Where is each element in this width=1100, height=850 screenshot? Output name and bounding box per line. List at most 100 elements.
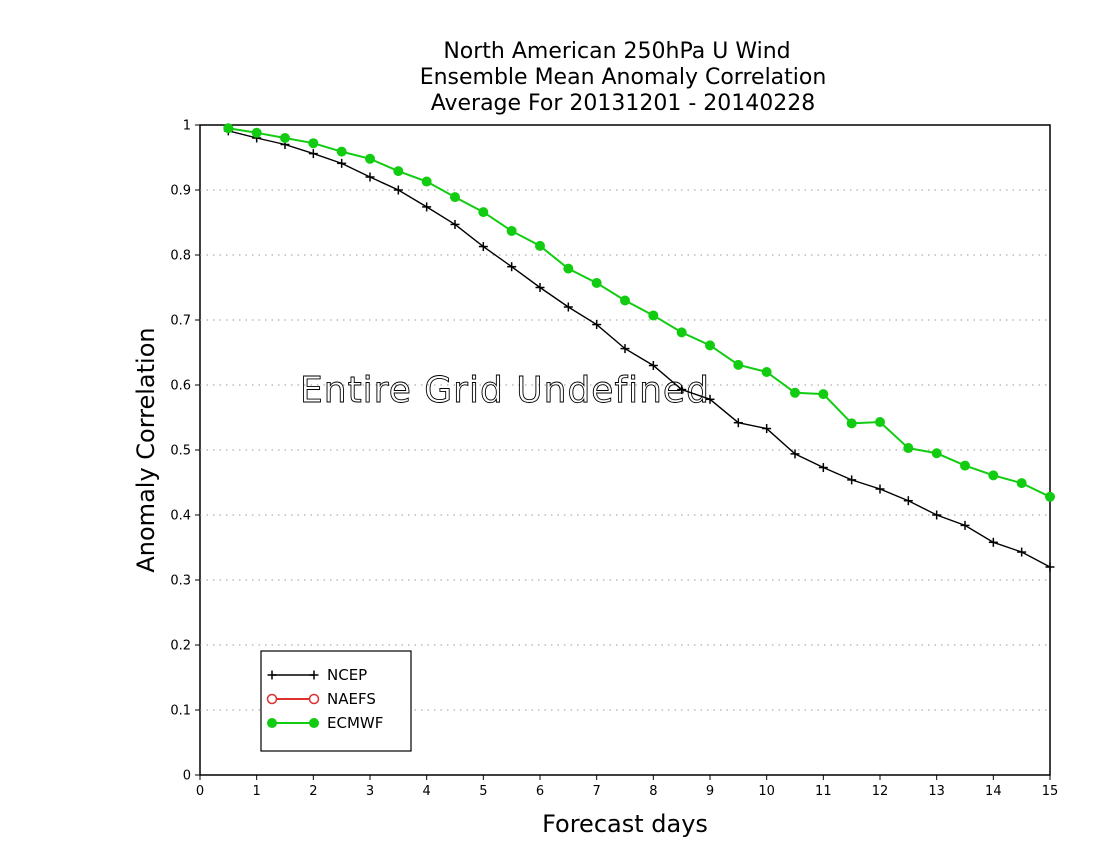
data-point-ncep	[620, 344, 630, 354]
data-point-ncep	[592, 320, 602, 330]
legend-entry-ecmwf: ECMWF	[267, 714, 383, 732]
data-point-ecmwf	[761, 367, 772, 377]
data-point-ecmwf	[620, 295, 630, 306]
data-point-ecmwf	[988, 470, 999, 481]
data-point-ecmwf	[280, 133, 290, 143]
chart-title-line-2: Ensemble Mean Anomaly Correlation	[420, 65, 827, 90]
data-point-ecmwf	[251, 127, 262, 138]
data-point-ecmwf	[563, 263, 574, 274]
data-point-ncep	[478, 242, 488, 252]
data-point-ecmwf	[733, 359, 744, 370]
data-point-ecmwf	[676, 327, 687, 338]
data-point-ncep	[847, 475, 857, 485]
legend-marker-ncep	[267, 670, 277, 680]
data-point-ecmwf	[960, 460, 970, 471]
y-tick-label: 0	[183, 769, 191, 784]
data-point-ncep	[393, 185, 403, 195]
data-point-ncep	[507, 262, 517, 272]
data-point-ncep	[705, 394, 715, 404]
data-point-ecmwf	[393, 166, 404, 177]
x-tick-label: 5	[479, 784, 487, 799]
data-point-ncep	[677, 385, 687, 395]
data-point-ncep	[535, 283, 545, 292]
data-point-ecmwf	[535, 240, 545, 251]
y-tick-label: 0.1	[170, 704, 191, 719]
data-point-ecmwf	[365, 153, 375, 164]
y-tick-label: 1	[183, 119, 191, 134]
data-point-ecmwf	[818, 389, 829, 400]
data-point-ncep	[1017, 547, 1027, 557]
data-point-ecmwf	[1016, 478, 1027, 489]
legend-marker-ncep	[309, 670, 319, 680]
x-tick-label: 11	[815, 784, 832, 799]
x-tick-label: 0	[196, 784, 204, 799]
data-point-ncep	[1045, 562, 1055, 572]
x-tick-label: 6	[536, 784, 544, 799]
legend-label-naefs: NAEFS	[327, 690, 376, 708]
data-point-ecmwf	[705, 340, 715, 351]
y-tick-label: 0.8	[170, 249, 191, 264]
y-tick-label: 0.6	[170, 379, 191, 394]
data-point-ncep	[818, 463, 828, 473]
data-point-ecmwf	[931, 448, 942, 459]
data-point-ncep	[337, 158, 347, 168]
data-point-ncep	[450, 219, 460, 229]
legend-marker-naefs	[308, 693, 320, 705]
data-point-ecmwf	[1045, 491, 1055, 502]
axis-ticks: 00.10.20.30.40.50.60.70.80.910 1 2 3 4 5 6 7 8 9 1…	[170, 119, 1058, 800]
data-point-ecmwf	[478, 207, 489, 218]
data-point-ecmwf	[223, 123, 234, 134]
x-tick-label: 10	[758, 784, 775, 799]
data-point-ncep	[988, 537, 998, 547]
data-point-ncep	[365, 172, 375, 182]
data-point-ecmwf	[506, 225, 517, 236]
chart-title-line-1: North American 250hPa U Wind	[443, 39, 790, 64]
legend-box	[260, 650, 412, 752]
data-point-ncep	[422, 202, 432, 212]
data-point-ncep	[563, 302, 573, 312]
x-tick-label: 2	[309, 784, 317, 799]
series-line-ncep	[228, 130, 1051, 568]
x-axis-label: Forecast days	[542, 810, 708, 838]
annotation-text: Entire Grid Undefined	[300, 370, 710, 411]
x-tick-label: 14	[985, 784, 1002, 799]
data-point-ecmwf	[903, 443, 914, 454]
x-tick-label: 8	[649, 784, 657, 799]
series-line-ecmwf	[228, 127, 1051, 498]
data-point-ecmwf	[591, 277, 602, 288]
data-point-ncep	[903, 496, 913, 506]
legend-marker-ecmwf	[267, 718, 277, 728]
legend-marker-naefs	[266, 693, 278, 705]
data-point-ncep	[790, 449, 800, 459]
x-tick-label: 9	[706, 784, 714, 799]
y-tick-label: 0.9	[170, 184, 191, 199]
data-point-ncep	[875, 484, 885, 494]
x-tick-label: 3	[366, 784, 374, 799]
x-tick-label: 13	[928, 784, 945, 799]
data-point-ncep	[762, 424, 772, 434]
data-point-ecmwf	[790, 387, 800, 398]
chart-title-line-3: Average For 20131201 - 20140228	[431, 91, 816, 116]
data-point-ecmwf	[421, 176, 432, 187]
data-point-ncep	[932, 510, 942, 520]
data-point-ecmwf	[648, 310, 659, 321]
x-tick-label: 15	[1042, 784, 1059, 799]
y-tick-label: 0.3	[170, 574, 191, 589]
data-point-ecmwf	[450, 192, 460, 203]
data-point-ncep	[308, 149, 318, 159]
x-tick-label: 1	[253, 784, 261, 799]
data-point-ecmwf	[308, 138, 319, 149]
data-point-ncep	[648, 361, 658, 370]
x-tick-label: 7	[593, 784, 601, 799]
data-point-ecmwf	[875, 417, 885, 428]
y-tick-label: 0.5	[170, 444, 191, 459]
x-tick-label: 4	[423, 784, 431, 799]
y-axis-label: Anomaly Correlation	[132, 327, 160, 572]
legend: NCEP NAEFS ECMWF	[260, 650, 412, 752]
legend-label-ecmwf: ECMWF	[327, 714, 383, 732]
data-point-ecmwf	[336, 146, 347, 157]
series-layer	[223, 123, 1055, 572]
y-tick-label: 0.7	[170, 314, 191, 329]
legend-entry-naefs: NAEFS	[266, 690, 376, 708]
